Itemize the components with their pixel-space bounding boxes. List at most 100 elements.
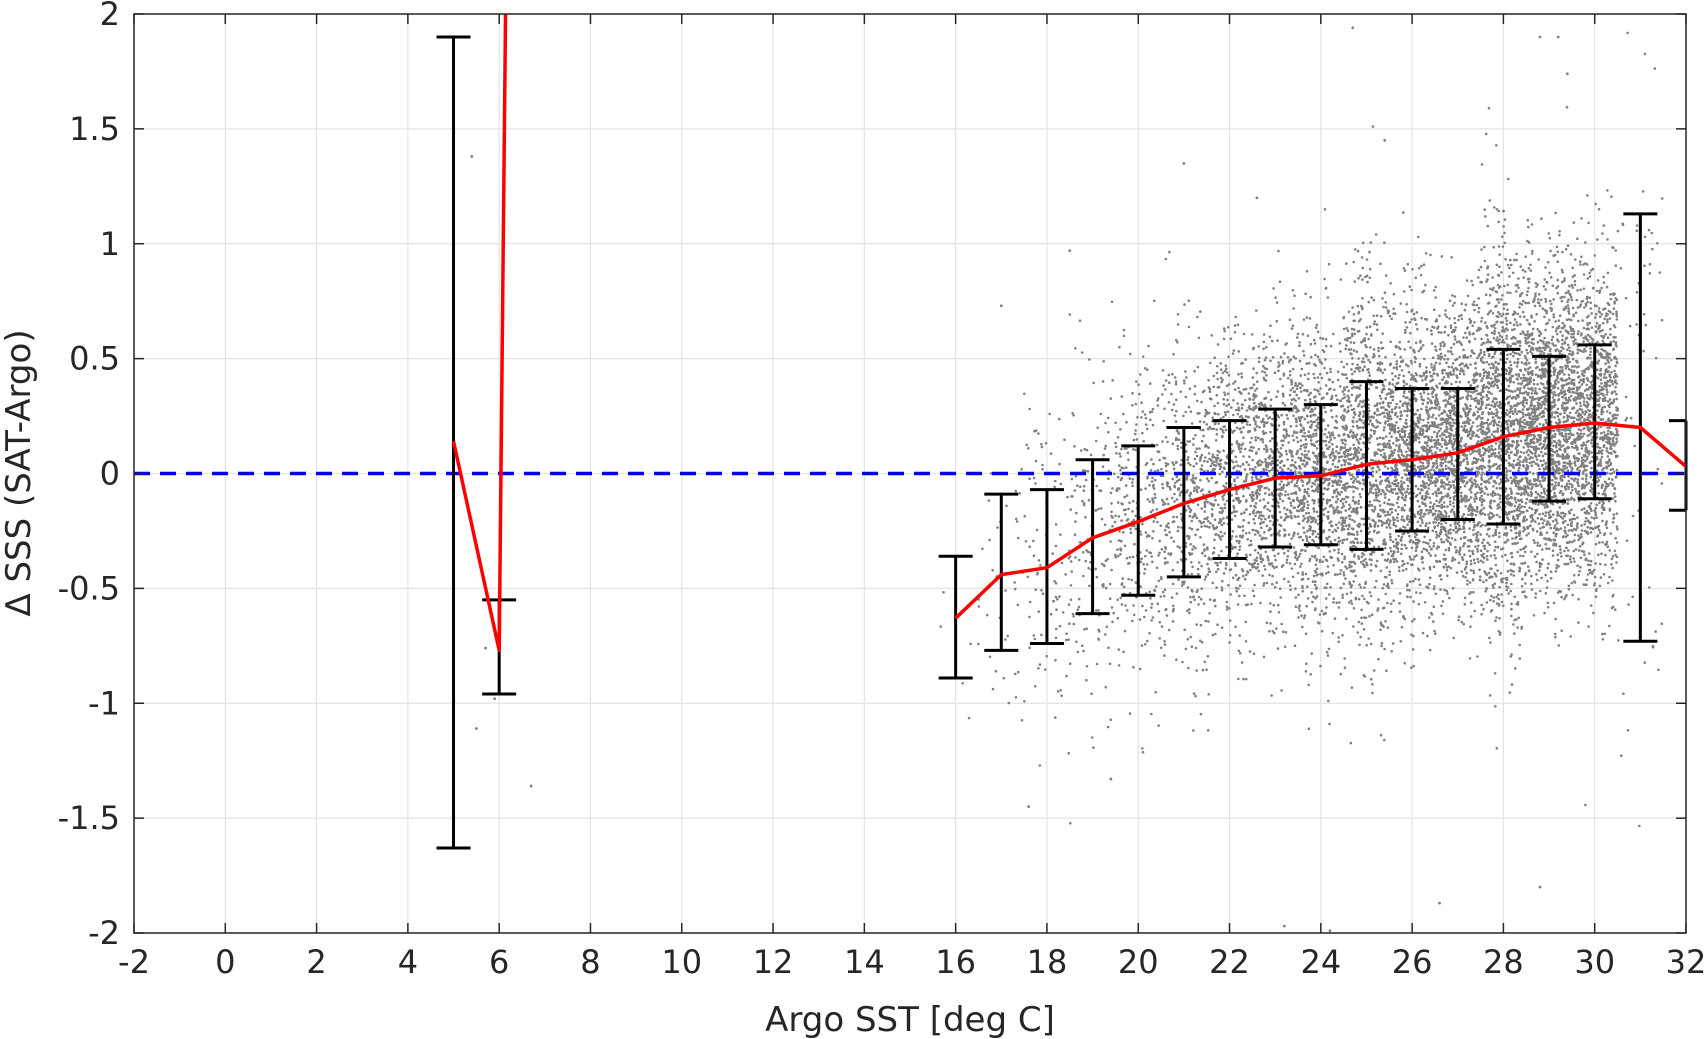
scatter-point [1339, 499, 1343, 503]
scatter-point [1378, 436, 1382, 440]
scatter-point [1176, 444, 1179, 448]
scatter-point [1186, 458, 1189, 462]
scatter-point [1175, 498, 1179, 501]
scatter-point [1232, 382, 1235, 385]
scatter-point [1232, 413, 1235, 417]
scatter-point [1368, 374, 1371, 377]
scatter-point [1340, 490, 1343, 494]
scatter-point [1322, 555, 1326, 559]
scatter-point [1348, 400, 1351, 403]
scatter-point [1434, 345, 1437, 349]
scatter-point [1268, 573, 1271, 577]
scatter-point [1376, 452, 1379, 456]
scatter-point [1425, 425, 1428, 428]
scatter-point [1360, 555, 1364, 558]
scatter-point [1360, 616, 1363, 620]
scatter-point [1054, 716, 1057, 719]
scatter-point [1314, 520, 1317, 524]
scatter-point [1254, 466, 1257, 469]
scatter-point [1320, 629, 1324, 633]
scatter-point [1430, 436, 1434, 439]
scatter-point [1151, 537, 1154, 540]
scatter-point [1351, 306, 1354, 309]
scatter-point [1379, 397, 1383, 400]
scatter-point [1337, 521, 1341, 524]
scatter-point [1214, 604, 1217, 608]
scatter-point [1383, 496, 1387, 499]
scatter-point [1196, 528, 1200, 531]
scatter-point [1236, 603, 1240, 606]
scatter-point [1417, 474, 1420, 478]
scatter-point [1409, 331, 1412, 335]
scatter-point [1424, 494, 1427, 498]
scatter-point [1200, 564, 1203, 568]
scatter-point [1195, 447, 1199, 451]
scatter-point [1263, 378, 1266, 382]
scatter-point [1243, 577, 1247, 581]
scatter-point [1291, 575, 1295, 579]
scatter-point [1341, 441, 1345, 445]
scatter-point [1159, 524, 1163, 527]
scatter-point [1118, 530, 1121, 533]
scatter-point [1315, 567, 1319, 571]
scatter-point [1136, 416, 1139, 419]
scatter-point [1411, 563, 1414, 566]
scatter-point [1290, 398, 1294, 402]
scatter-point [1355, 420, 1359, 423]
scatter-point [1312, 510, 1316, 513]
scatter-point [1313, 388, 1316, 391]
scatter-point [1278, 497, 1282, 501]
scatter-point [1152, 520, 1156, 523]
scatter-point [1257, 356, 1261, 360]
scatter-point [1101, 465, 1105, 468]
scatter-point [1245, 460, 1248, 464]
scatter-point [1303, 453, 1306, 457]
scatter-point [1388, 522, 1391, 525]
scatter-point [1225, 499, 1229, 503]
scatter-point [1238, 447, 1241, 451]
scatter-point [1181, 660, 1184, 664]
scatter-point [1263, 371, 1267, 374]
scatter-point [1381, 521, 1384, 524]
scatter-point [1397, 569, 1401, 573]
scatter-point [1304, 497, 1307, 500]
scatter-point [1242, 332, 1246, 336]
scatter-point [1142, 562, 1145, 566]
scatter-point [1348, 514, 1352, 517]
scatter-point [1376, 402, 1379, 405]
scatter-point [1215, 393, 1219, 397]
scatter-point [1306, 377, 1310, 381]
scatter-point [1064, 573, 1067, 576]
scatter-point [1391, 540, 1395, 543]
scatter-point [1340, 464, 1343, 467]
scatter-point [1329, 435, 1332, 439]
scatter-point [1353, 332, 1356, 336]
scatter-point [1231, 460, 1235, 464]
scatter-point [1069, 822, 1072, 825]
scatter-point [1350, 565, 1353, 568]
scatter-point [1268, 509, 1272, 513]
scatter-point [1249, 441, 1252, 444]
scatter-point [1290, 327, 1294, 330]
scatter-point [1276, 647, 1280, 650]
scatter-point [1311, 498, 1314, 502]
scatter-point [1331, 462, 1335, 466]
scatter-point [1384, 420, 1387, 424]
scatter-point [1143, 643, 1147, 646]
scatter-point [1238, 594, 1241, 598]
scatter-point [1241, 417, 1244, 420]
scatter-point [1059, 533, 1062, 536]
scatter-point [1309, 342, 1313, 346]
scatter-point [1337, 640, 1340, 643]
scatter-point [1318, 560, 1322, 564]
scatter-point [1152, 487, 1156, 490]
scatter-point [1230, 494, 1234, 497]
scatter-point [1356, 456, 1360, 460]
scatter-point [1389, 415, 1392, 418]
scatter-point [1304, 292, 1307, 296]
scatter-point [1214, 481, 1218, 485]
scatter-point [1360, 517, 1364, 521]
scatter-point [1132, 448, 1135, 451]
scatter-point [1289, 358, 1293, 361]
scatter-point [1235, 490, 1238, 493]
